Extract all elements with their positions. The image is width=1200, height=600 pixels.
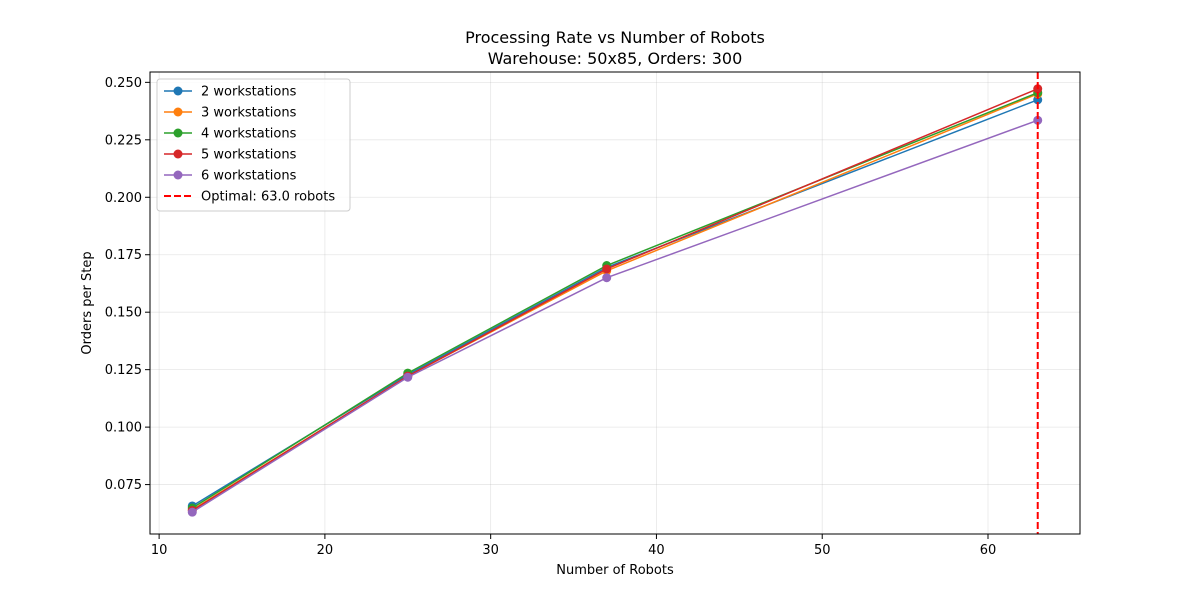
legend-marker xyxy=(173,170,183,180)
legend-label: 4 workstations xyxy=(201,127,297,142)
legend-label: Optimal: 63.0 robots xyxy=(201,190,335,205)
legend-marker xyxy=(173,149,183,159)
y-tick-label: 0.250 xyxy=(105,76,142,91)
grid xyxy=(150,72,1080,534)
x-tick-label: 50 xyxy=(814,543,831,558)
legend-item: 2 workstations xyxy=(164,85,297,100)
legend-marker xyxy=(173,128,183,138)
x-axis: 10 20 30 40 50 60 xyxy=(151,534,996,558)
legend-label: 3 workstations xyxy=(201,106,297,121)
x-tick-label: 40 xyxy=(648,543,665,558)
legend-item-optimal: Optimal: 63.0 robots xyxy=(164,190,335,205)
legend-marker xyxy=(173,86,183,96)
x-tick-label: 60 xyxy=(980,543,997,558)
x-axis-label: Number of Robots xyxy=(556,563,674,578)
legend-label: 6 workstations xyxy=(201,169,297,184)
data-point xyxy=(403,372,413,382)
series-line xyxy=(191,119,1038,513)
y-axis-label: Orders per Step xyxy=(80,251,95,354)
y-tick-label: 0.125 xyxy=(105,363,142,378)
legend-label: 5 workstations xyxy=(201,148,297,163)
data-point xyxy=(602,264,612,274)
y-tick-label: 0.100 xyxy=(105,421,142,436)
legend-item: 6 workstations xyxy=(164,169,297,184)
y-tick-label: 0.075 xyxy=(105,478,142,493)
series-6-workstations xyxy=(187,115,1043,517)
data-point xyxy=(187,507,197,517)
legend-label: 2 workstations xyxy=(201,85,297,100)
chart-title: Processing Rate vs Number of Robots xyxy=(465,28,765,47)
chart-subtitle: Warehouse: 50x85, Orders: 300 xyxy=(488,49,743,68)
legend-marker xyxy=(173,107,183,117)
legend-box xyxy=(156,78,351,212)
x-tick-label: 10 xyxy=(151,543,168,558)
x-tick-label: 20 xyxy=(317,543,334,558)
legend: 2 workstations 3 workstations 4 workstatio… xyxy=(156,78,351,212)
x-tick-label: 30 xyxy=(482,543,499,558)
y-tick-label: 0.150 xyxy=(105,306,142,321)
y-tick-label: 0.175 xyxy=(105,248,142,263)
series-line xyxy=(191,88,1039,512)
y-tick-label: 0.225 xyxy=(105,133,142,148)
plot-frame xyxy=(149,71,1081,535)
y-tick-label: 0.200 xyxy=(105,191,142,206)
data-point xyxy=(1033,115,1043,125)
legend-item: 3 workstations xyxy=(164,106,297,121)
series-layer xyxy=(187,84,1043,517)
y-axis: 0.075 0.100 0.125 0.150 0.175 0.200 0.225 0.250 xyxy=(105,76,150,493)
legend-item: 5 workstations xyxy=(164,148,297,163)
data-point xyxy=(602,273,612,283)
legend-item: 4 workstations xyxy=(164,127,297,142)
